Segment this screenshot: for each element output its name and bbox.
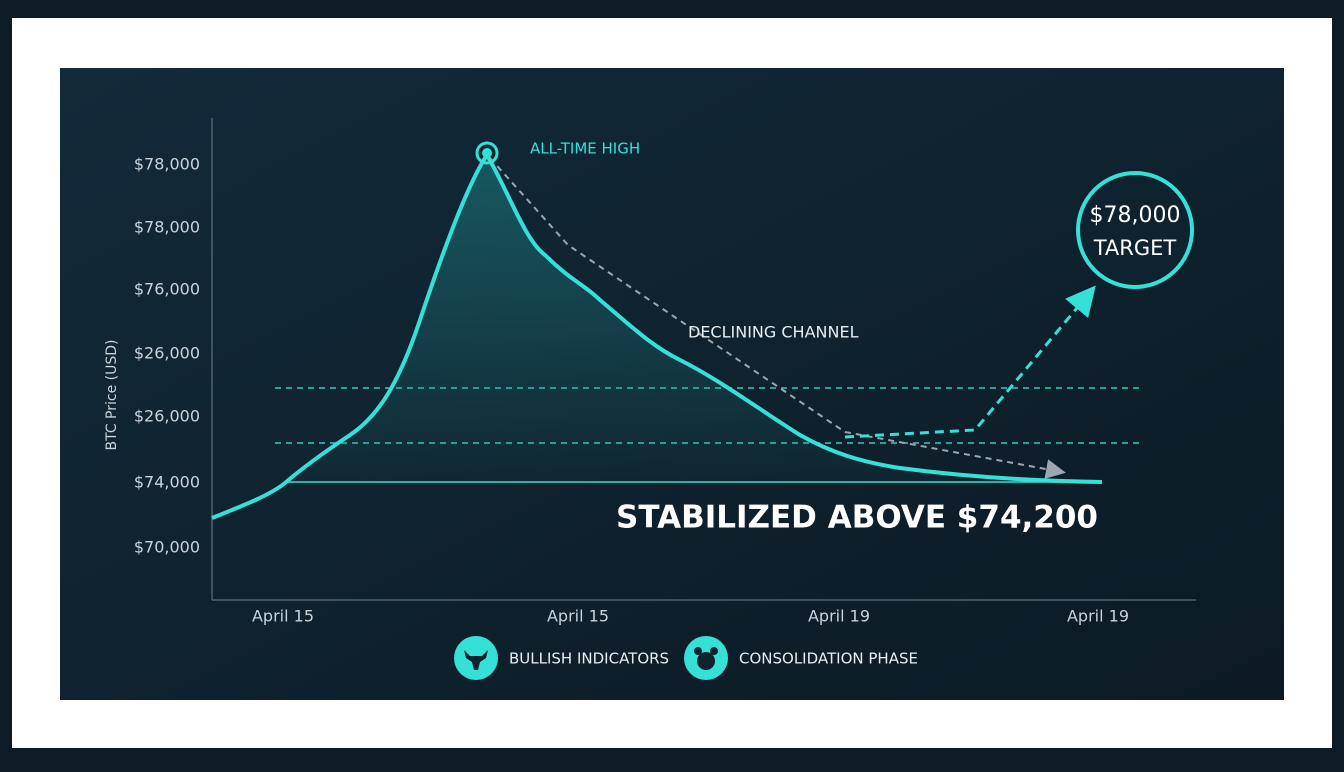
stabilized-label: STABILIZED ABOVE $74,200	[616, 500, 1098, 536]
bear-ear	[710, 647, 718, 655]
peak-marker	[475, 141, 499, 165]
peak-label: ALL-TIME HIGH	[530, 140, 640, 158]
bear-ear	[694, 647, 702, 655]
legend-label: CONSOLIDATION PHASE	[739, 650, 918, 668]
legend-label: BULLISH INDICATORS	[509, 650, 669, 668]
trend-line	[489, 157, 1066, 479]
y-labels: $78,000 $78,000 $76,000 $26,000 $26,000 …	[134, 155, 200, 557]
price-line	[211, 151, 1103, 520]
y-label: $78,000	[134, 155, 200, 174]
x-label: April 15	[252, 607, 314, 626]
x-label: April 19	[1067, 607, 1129, 626]
y-label: $26,000	[134, 344, 200, 363]
x-label: April 19	[808, 607, 870, 626]
target-label: TARGET	[1093, 236, 1177, 260]
y-label: $70,000	[134, 538, 200, 557]
bull-icon	[464, 650, 488, 670]
y-label: $74,000	[134, 473, 200, 492]
target-value: $78,000	[1090, 203, 1181, 228]
y-label: $78,000	[134, 218, 200, 237]
x-labels: April 15 April 15 April 19 April 19	[252, 607, 1129, 626]
target-circle	[1076, 171, 1194, 289]
channel-label: DECLINING CHANNEL	[688, 323, 859, 342]
area	[285, 155, 1102, 483]
y-label: $26,000	[134, 407, 200, 426]
y-label: $76,000	[134, 280, 200, 299]
x-label: April 15	[547, 607, 609, 626]
peak-dot	[482, 148, 492, 158]
bear-icon	[697, 652, 715, 670]
y-axis-title: BTC Price (USD)	[104, 339, 120, 450]
